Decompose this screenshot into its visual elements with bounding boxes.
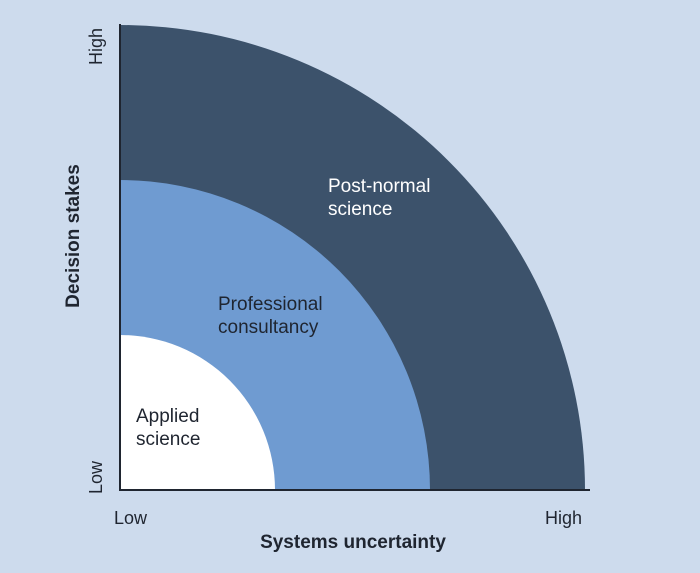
professional-label: Professional consultancy — [218, 294, 328, 338]
post-normal-label-line1: Post-normal — [328, 176, 430, 197]
post-normal-label-line2: science — [328, 199, 392, 220]
professional-label-line1: Professional — [218, 294, 323, 315]
applied-label: Applied science — [136, 406, 205, 450]
x-axis-title: Systems uncertainty — [260, 532, 446, 553]
y-axis-title: Decision stakes — [63, 164, 84, 308]
y-low-label: Low — [86, 460, 106, 494]
x-low-label: Low — [114, 508, 148, 528]
applied-science-region — [120, 335, 275, 490]
y-high-label: High — [86, 28, 106, 65]
professional-label-line2: consultancy — [218, 317, 319, 338]
applied-label-line1: Applied — [136, 406, 199, 427]
applied-label-line2: science — [136, 429, 200, 450]
post-normal-label: Post-normal science — [328, 176, 436, 220]
x-high-label: High — [545, 508, 582, 528]
